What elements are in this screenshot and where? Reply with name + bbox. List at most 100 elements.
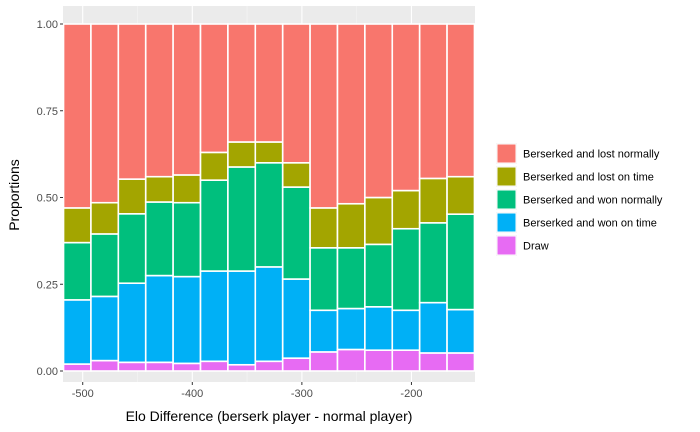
bar-segment — [227, 363, 257, 372]
bar-segment — [391, 227, 421, 312]
bar-segment — [309, 23, 339, 209]
bar-segment — [227, 166, 257, 272]
bar-segment — [172, 174, 202, 204]
bar-segment — [227, 270, 257, 366]
bar-segment — [364, 243, 394, 308]
bar-segment — [199, 179, 229, 272]
bar-segment — [309, 351, 339, 372]
bar-segment — [391, 349, 421, 372]
y-tick-label: 0.00 — [37, 366, 58, 378]
bar-segment — [90, 23, 120, 204]
legend-label: Berserked and won on time — [523, 218, 657, 230]
y-tick-label: 0.75 — [37, 106, 58, 118]
bar-segment — [199, 23, 229, 154]
bar-segment — [418, 222, 448, 304]
x-tick-label: -400 — [181, 388, 203, 400]
bar-segment — [199, 151, 229, 181]
bar-segment — [172, 362, 202, 372]
bar-segment — [391, 189, 421, 230]
bar-segment — [391, 23, 421, 192]
legend: Berserked and lost normally Berserked and… — [496, 143, 663, 256]
legend-label: Berserked and won normally — [523, 195, 663, 207]
legend-key — [496, 189, 517, 210]
legend-key — [496, 212, 517, 233]
y-axis: 0.00 0.25 0.50 0.75 1.00 — [37, 19, 63, 378]
bar-segment — [199, 360, 229, 372]
bar-segment — [309, 309, 339, 353]
x-tick-label: -200 — [400, 388, 422, 400]
bar-segment — [117, 361, 147, 372]
legend-key — [496, 235, 517, 256]
legend-label: Berserked and lost on time — [523, 172, 654, 184]
bar-segment — [199, 270, 229, 363]
bar-segment — [144, 23, 174, 178]
bar-segment — [117, 23, 147, 180]
bar-segment — [90, 233, 120, 298]
bar-segment — [117, 178, 147, 215]
bar-segment — [281, 278, 311, 359]
bar-segment — [446, 352, 476, 372]
bar-segment — [391, 309, 421, 351]
bar-segment — [254, 141, 284, 164]
bar-segment — [418, 301, 448, 354]
legend-label: Berserked and lost normally — [523, 149, 660, 161]
bar-segment — [336, 202, 366, 249]
x-axis: -500 -400 -300 -200 — [72, 382, 422, 400]
bar-segment — [364, 349, 394, 372]
bar-segment — [254, 266, 284, 363]
legend-key — [496, 166, 517, 187]
bar-segment — [144, 274, 174, 364]
bar-segment — [117, 213, 147, 285]
y-tick-label: 1.00 — [37, 19, 58, 31]
bar-segment — [62, 363, 92, 372]
bar-segment — [144, 175, 174, 203]
bar-segment — [418, 352, 448, 372]
bar-segment — [364, 23, 394, 199]
bar-segment — [90, 359, 120, 372]
bar-segment — [364, 196, 394, 246]
bar-segment — [281, 357, 311, 372]
y-tick-label: 0.25 — [37, 279, 58, 291]
bar-segment — [172, 275, 202, 365]
bar-segment — [364, 306, 394, 351]
bar-segment — [90, 295, 120, 362]
x-axis-title: Elo Difference (berserk player - normal … — [126, 408, 413, 424]
bar-segment — [336, 307, 366, 351]
y-axis-title: Proportions — [6, 159, 22, 231]
bar-segment — [418, 177, 448, 224]
bar-segment — [254, 360, 284, 372]
bar-segment — [281, 186, 311, 280]
bar-segment — [418, 23, 448, 180]
x-tick-label: -300 — [291, 388, 313, 400]
bar-segment — [336, 247, 366, 310]
bar-segment — [309, 247, 339, 312]
bar-segment — [227, 23, 257, 143]
legend-key — [496, 143, 517, 164]
y-tick-label: 0.50 — [37, 193, 58, 205]
bar-segment — [144, 361, 174, 372]
bar-segment — [281, 162, 311, 188]
bar-segment — [336, 348, 366, 372]
bar-segment — [309, 207, 339, 249]
bar-segment — [62, 23, 92, 209]
bar-segment — [446, 175, 476, 215]
bar-stacks — [62, 23, 476, 372]
bar-segment — [172, 23, 202, 176]
bar-segment — [336, 23, 366, 205]
bar-segment — [117, 282, 147, 364]
bar-segment — [446, 308, 476, 354]
bar-segment — [446, 213, 476, 311]
bar-segment — [62, 299, 92, 365]
bar-segment — [62, 207, 92, 244]
bar-segment — [446, 23, 476, 178]
bar-segment — [90, 201, 120, 235]
bar-segment — [254, 23, 284, 143]
bar-segment — [281, 23, 311, 164]
bar-segment — [227, 141, 257, 168]
bar-segment — [144, 201, 174, 277]
bar-segment — [172, 201, 202, 278]
x-tick-label: -500 — [72, 388, 94, 400]
bar-segment — [254, 162, 284, 268]
legend-label: Draw — [523, 241, 549, 253]
